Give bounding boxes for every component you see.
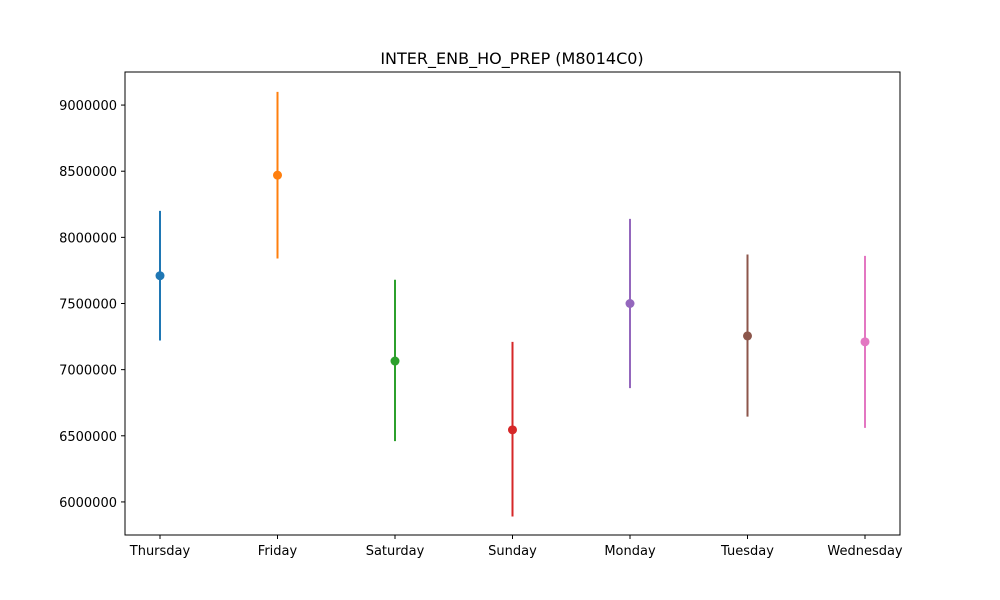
data-point — [860, 337, 870, 347]
data-point — [743, 331, 752, 341]
chart-title: INTER_ENB_HO_PREP (M8014C0) — [380, 49, 643, 69]
y-tick-label: 7500000 — [59, 298, 117, 313]
y-tick-label: 6500000 — [59, 430, 117, 445]
y-tick-label: 8000000 — [59, 231, 117, 246]
plot-area-frame — [124, 71, 901, 536]
x-tick-label: Sunday — [488, 544, 537, 559]
y-axis: 6000000 6500000 7000000 7500000 8000000 85000… — [59, 99, 125, 511]
y-tick-label: 7000000 — [59, 364, 117, 379]
x-tick-label: Thursday — [129, 544, 191, 559]
data-point — [155, 271, 165, 281]
error-bar-series — [155, 91, 870, 517]
x-axis: Thursday Friday Saturday Sunday Monday Tuesda… — [129, 535, 903, 559]
y-tick-label: 9000000 — [59, 99, 117, 114]
data-point — [390, 356, 400, 366]
x-tick-label: Friday — [258, 544, 298, 559]
y-tick-label: 6000000 — [59, 496, 117, 511]
x-tick-label: Tuesday — [720, 544, 774, 559]
y-tick-label: 8500000 — [59, 165, 117, 180]
data-point — [508, 425, 517, 435]
data-point — [273, 170, 282, 180]
x-tick-label: Saturday — [366, 544, 425, 559]
data-point — [625, 299, 635, 308]
x-tick-label: Wednesday — [827, 544, 903, 559]
x-tick-label: Monday — [604, 544, 656, 559]
